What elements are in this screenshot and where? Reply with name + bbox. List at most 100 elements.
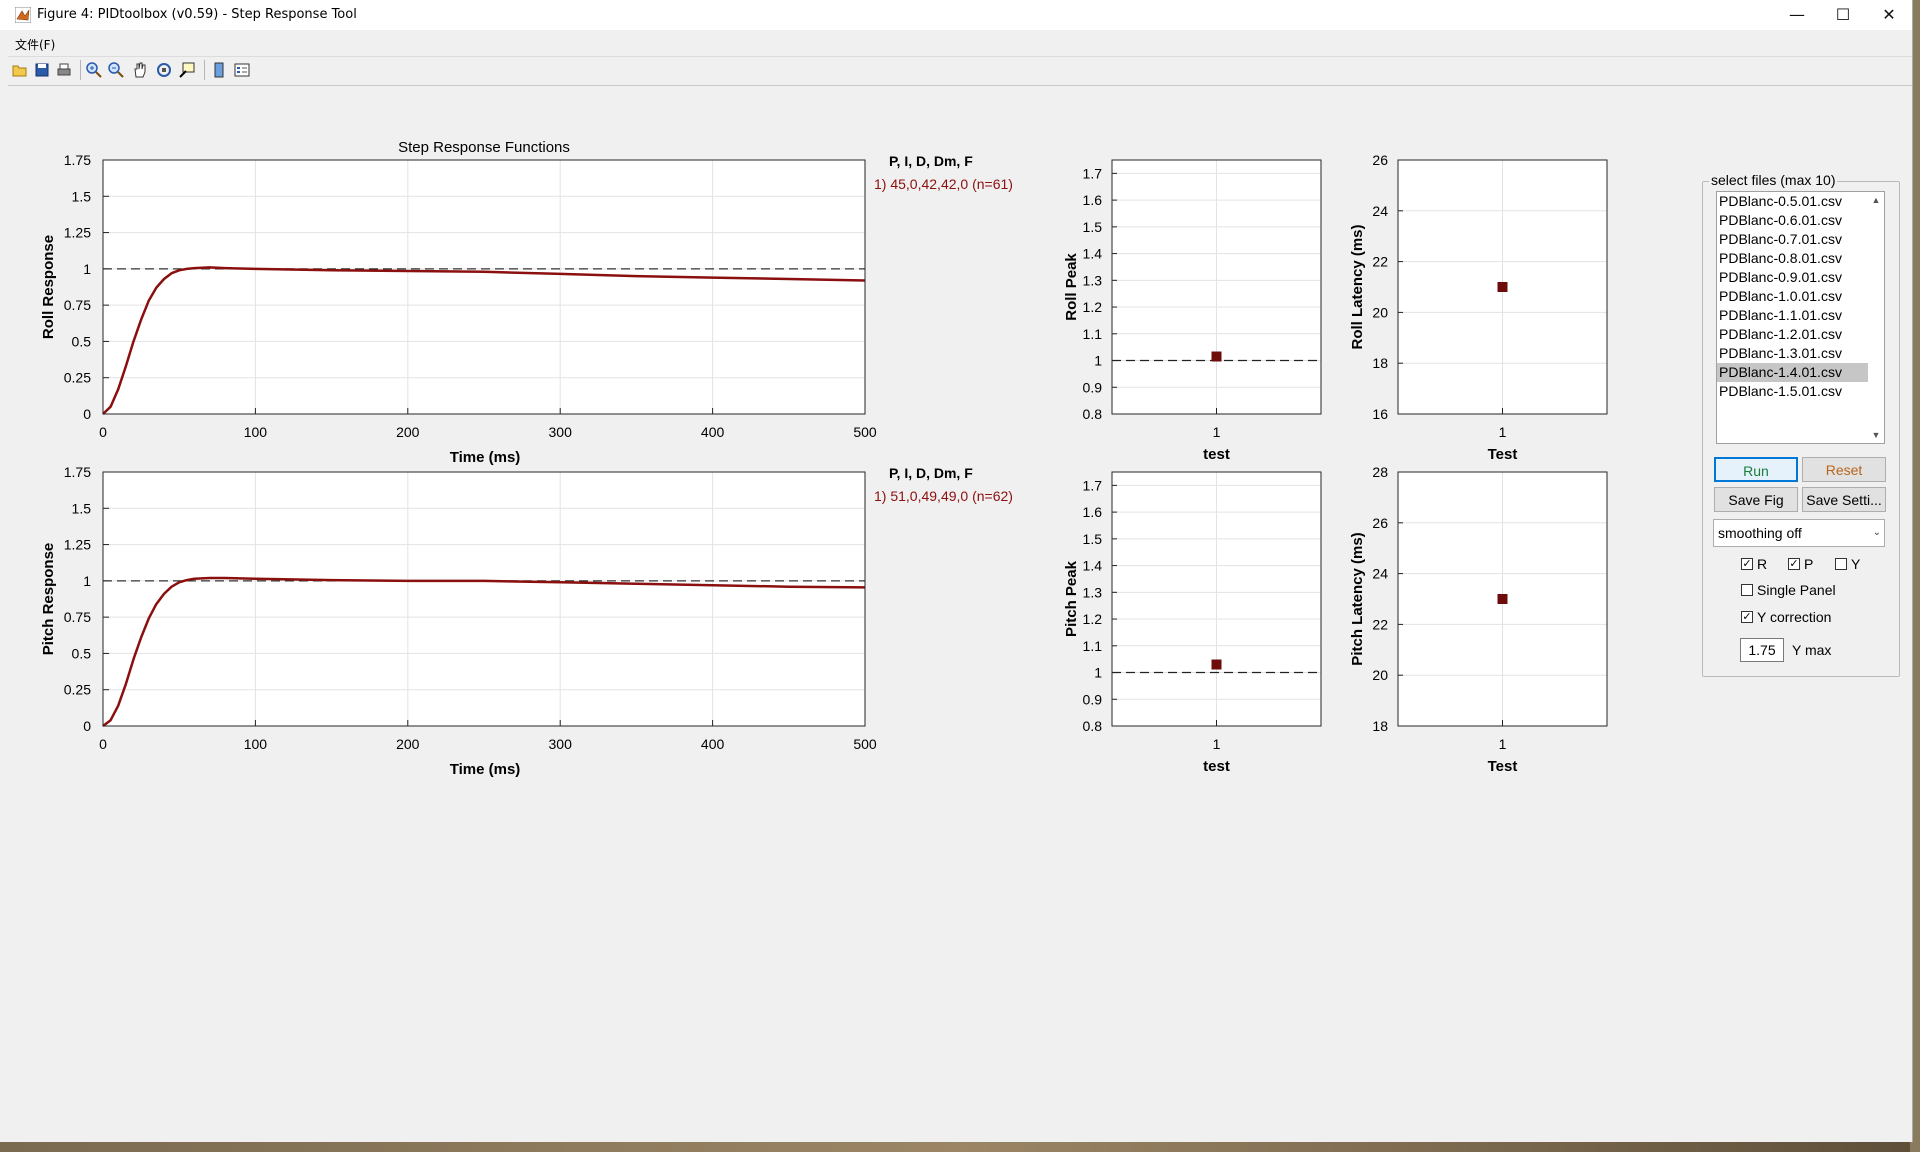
y-tick-label: 20	[1372, 304, 1388, 320]
y-tick-label: 0.75	[64, 609, 91, 625]
save-icon[interactable]	[33, 61, 51, 79]
zoom-out-icon[interactable]	[107, 61, 125, 79]
x-tick-label: 1	[1499, 424, 1507, 440]
x-axis-label: test	[1203, 446, 1230, 463]
p-checkbox[interactable]: ✓ P	[1788, 555, 1813, 573]
y-correction-box[interactable]: ✓	[1741, 611, 1753, 624]
y-tick-label: 0.25	[64, 682, 91, 698]
y-tick-label: 0.5	[72, 333, 92, 349]
r-checkbox-box[interactable]: ✓	[1741, 558, 1753, 571]
y-tick-label: 26	[1372, 515, 1388, 531]
print-icon[interactable]	[55, 61, 73, 79]
scroll-down-icon[interactable]: ▼	[1871, 430, 1881, 440]
y-tick-label: 1.25	[64, 537, 91, 553]
charts-area: Step Response Functions P, I, D, Dm, F 1…	[40, 139, 1608, 778]
x-tick-label: 1	[1213, 424, 1221, 440]
y-axis-label: Roll Peak	[1063, 253, 1080, 321]
y-tick-label: 24	[1372, 566, 1388, 582]
y-checkbox[interactable]: Y	[1835, 555, 1860, 573]
save-settings-button[interactable]: Save Setti...	[1802, 487, 1886, 512]
pitch-legend-header: P, I, D, Dm, F	[889, 465, 973, 481]
axes-frame	[1397, 159, 1608, 415]
x-axis-label: test	[1203, 758, 1230, 775]
legend-icon[interactable]	[233, 61, 251, 79]
x-tick-label: 100	[244, 736, 268, 752]
zoom-in-icon[interactable]	[85, 61, 103, 79]
single-panel-checkbox[interactable]: Single Panel	[1741, 581, 1836, 599]
data-cursor-icon[interactable]	[178, 61, 196, 79]
file-list-item[interactable]: PDBlanc-1.1.01.csv	[1719, 307, 1842, 323]
file-list-item[interactable]: PDBlanc-0.6.01.csv	[1719, 212, 1842, 228]
y-tick-label: 0.9	[1083, 379, 1103, 395]
file-list-item[interactable]: PDBlanc-0.7.01.csv	[1719, 231, 1842, 247]
colorbar-icon[interactable]	[210, 61, 228, 79]
y-tick-label: 24	[1372, 203, 1388, 219]
menu-file[interactable]: 文件(F)	[15, 38, 56, 52]
file-list-item[interactable]: PDBlanc-1.0.01.csv	[1719, 288, 1842, 304]
x-tick-label: 100	[244, 424, 268, 440]
axes-frame	[102, 471, 866, 727]
x-tick-label: 200	[396, 736, 420, 752]
y-tick-label: 1.75	[64, 464, 91, 480]
file-list-item[interactable]: PDBlanc-0.8.01.csv	[1719, 250, 1842, 266]
data-point	[1211, 659, 1222, 670]
y-tick-label: 0.25	[64, 370, 91, 386]
y-tick-label: 16	[1372, 406, 1388, 422]
y-tick-label: 20	[1372, 667, 1388, 683]
file-listbox[interactable]: PDBlanc-0.5.01.csv PDBlanc-0.6.01.csv PDBl…	[1716, 191, 1885, 444]
single-panel-label: Single Panel	[1757, 582, 1836, 598]
desktop-edge	[1910, 0, 1920, 1152]
y-checkbox-box[interactable]	[1835, 558, 1847, 571]
file-list-item[interactable]: PDBlanc-0.5.01.csv	[1719, 193, 1842, 209]
smoothing-select[interactable]: smoothing off ⌄	[1713, 519, 1885, 547]
x-axis-label: Time (ms)	[450, 761, 521, 778]
file-list-item[interactable]: PDBlanc-1.5.01.csv	[1719, 383, 1842, 399]
y-tick-label: 1.5	[1083, 219, 1103, 235]
y-tick-label: 1.6	[1083, 504, 1103, 520]
pan-icon[interactable]	[131, 61, 149, 79]
y-tick-label: 18	[1372, 355, 1388, 371]
chart-title: Step Response Functions	[398, 139, 570, 156]
x-tick-label: 500	[853, 736, 877, 752]
r-checkbox-label: R	[1757, 556, 1768, 572]
y-tick-label: 1	[1094, 665, 1102, 681]
open-icon[interactable]	[11, 61, 29, 79]
ymax-input[interactable]: 1.75	[1740, 638, 1784, 662]
roll-legend-entry: 1) 45,0,42,42,0 (n=61)	[874, 176, 1013, 192]
y-tick-label: 0.8	[1083, 406, 1103, 422]
close-button[interactable]: ✕	[1882, 5, 1896, 24]
smoothing-value: smoothing off	[1718, 525, 1802, 541]
y-tick-label: 18	[1372, 718, 1388, 734]
maximize-button[interactable]: ☐	[1835, 5, 1851, 24]
r-checkbox[interactable]: ✓ R	[1741, 555, 1767, 573]
y-tick-label: 0.9	[1083, 691, 1103, 707]
scroll-up-icon[interactable]: ▲	[1871, 195, 1881, 205]
file-list-item[interactable]: PDBlanc-1.3.01.csv	[1719, 345, 1842, 361]
y-tick-label: 22	[1372, 616, 1388, 632]
run-button[interactable]: Run	[1714, 457, 1798, 482]
minimize-button[interactable]: —	[1789, 5, 1805, 24]
reset-button[interactable]: Reset	[1802, 457, 1886, 482]
toolbar-separator	[80, 60, 81, 80]
file-list-item[interactable]: PDBlanc-0.9.01.csv	[1719, 269, 1842, 285]
rotate-icon[interactable]	[155, 61, 173, 79]
file-list-item[interactable]: PDBlanc-1.2.01.csv	[1719, 326, 1842, 342]
y-tick-label: 1	[1094, 353, 1102, 369]
p-checkbox-box[interactable]: ✓	[1788, 558, 1800, 571]
y-tick-label: 1.4	[1083, 558, 1103, 574]
save-fig-button[interactable]: Save Fig	[1714, 487, 1798, 512]
y-tick-label: 26	[1372, 152, 1388, 168]
y-axis-label: Pitch Peak	[1063, 560, 1080, 637]
toolbar-separator	[204, 60, 205, 80]
axes-frame	[1111, 471, 1322, 727]
y-correction-checkbox[interactable]: ✓ Y correction	[1741, 608, 1831, 626]
listbox-scrollbar[interactable]: ▲ ▼	[1868, 192, 1884, 443]
y-tick-label: 1.1	[1083, 638, 1103, 654]
x-axis-label: Test	[1488, 758, 1518, 775]
y-tick-label: 1	[83, 261, 91, 277]
axes-frame	[102, 159, 866, 415]
single-panel-box[interactable]	[1741, 584, 1753, 597]
pitch-legend-entry: 1) 51,0,49,49,0 (n=62)	[874, 488, 1013, 504]
window-title: Figure 4: PIDtoolbox (v0.59) - Step Resp…	[37, 7, 357, 22]
file-list-item[interactable]: PDBlanc-1.4.01.csv	[1717, 363, 1884, 382]
